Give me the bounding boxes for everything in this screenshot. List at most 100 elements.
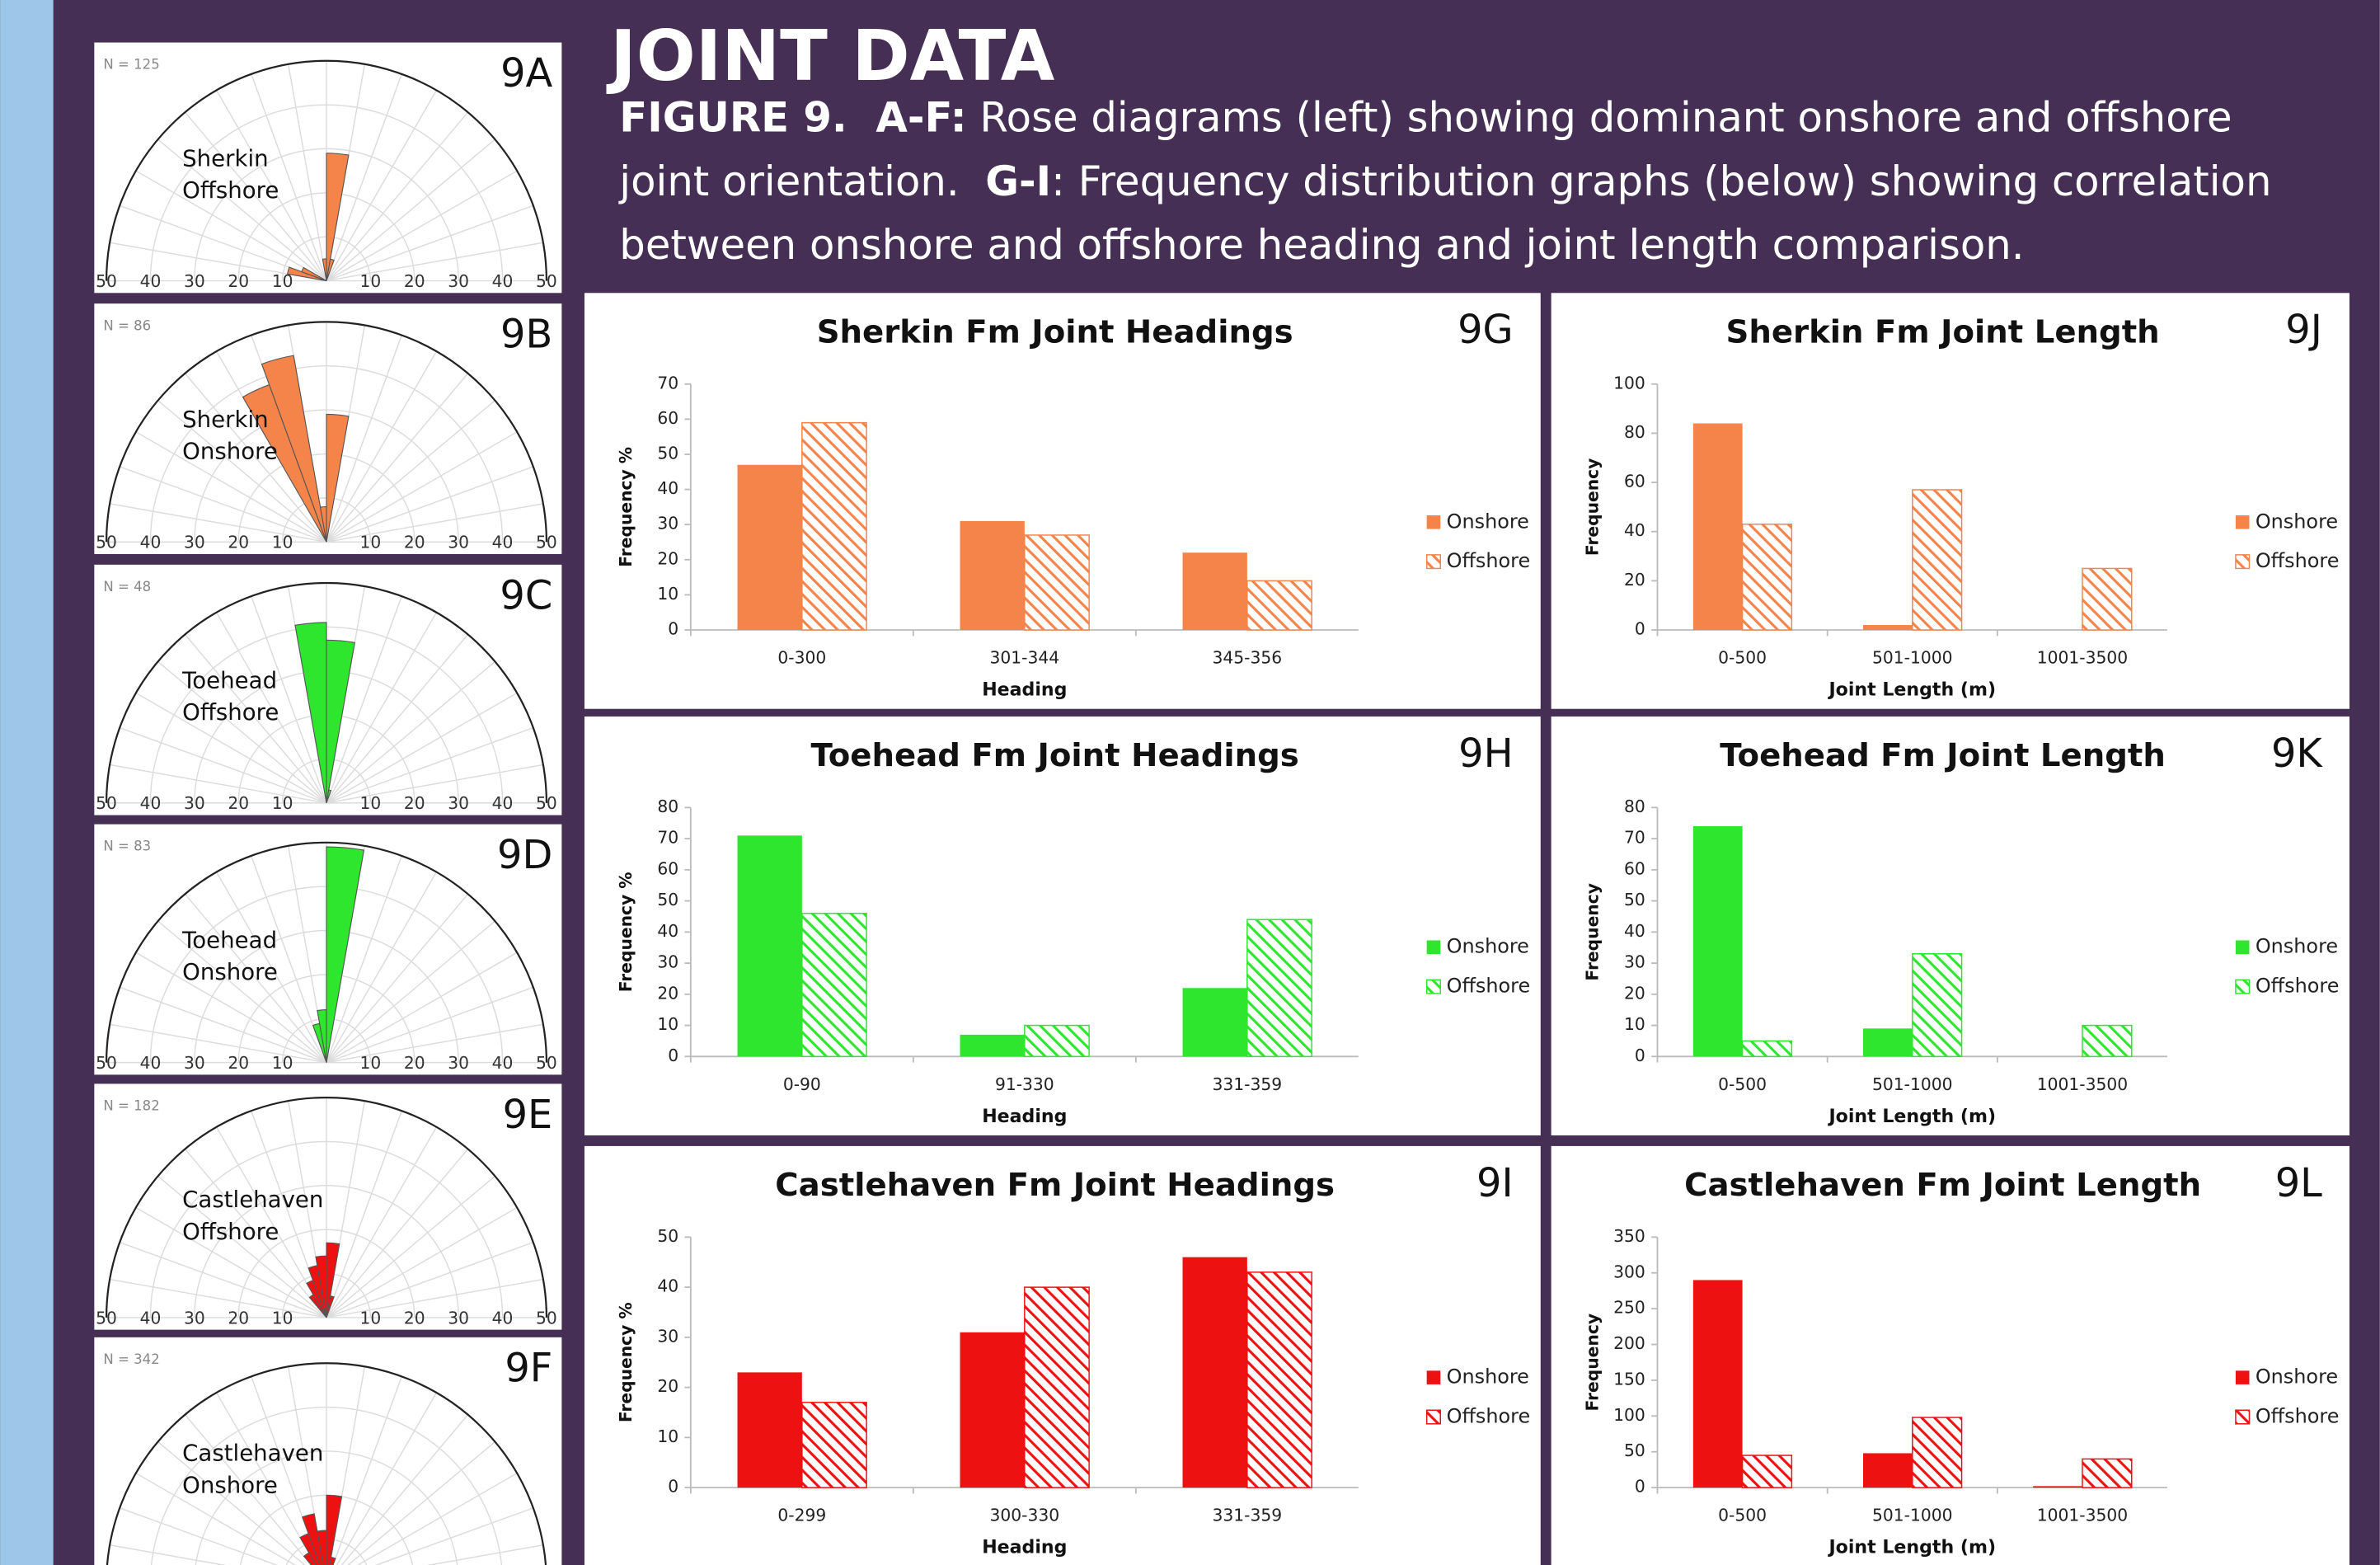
ring-grid <box>105 841 548 1063</box>
x-axis-label: Heading <box>982 679 1067 701</box>
y-tick-label: 30 <box>657 952 678 972</box>
legend-swatch <box>2235 1409 2251 1425</box>
x-tick-label: 91-330 <box>995 1074 1054 1094</box>
radial-grid <box>135 431 327 543</box>
bar <box>1862 1028 1913 1057</box>
caption-run: joint orientation. <box>618 157 985 204</box>
radial-grid <box>326 692 518 804</box>
r-tick-label: 50 <box>96 1308 117 1328</box>
r-tick-label: 30 <box>184 533 205 552</box>
x-tick-label: 0-300 <box>777 647 826 667</box>
y-tick-label: 100 <box>1613 1405 1645 1425</box>
y-tick-label: 20 <box>657 983 678 1003</box>
rose-label: Onshore <box>182 1471 278 1498</box>
petal <box>294 622 327 803</box>
count-label: N = 125 <box>103 57 159 73</box>
radial-grid <box>326 612 438 804</box>
y-tick-label: 30 <box>657 1326 678 1346</box>
r-tick-label: 40 <box>492 793 514 813</box>
rose-panel: 10 10 20 20 30 30 40 40 50 50 N = 86 9B Sherkin Onsho… <box>94 303 562 554</box>
r-tick-label: 10 <box>272 1308 293 1328</box>
x-tick-label: 0-299 <box>777 1506 826 1525</box>
panel-label: 9I <box>1476 1161 1514 1206</box>
legend-label: Offshore <box>1447 549 1531 572</box>
radial-grid <box>135 170 327 282</box>
bar <box>801 912 867 1058</box>
radial-grid <box>110 1544 227 1565</box>
r-tick-label: 40 <box>140 1308 162 1328</box>
panel-label: 9J <box>2285 308 2322 353</box>
rose-label: Toehead <box>181 667 277 694</box>
bar <box>1024 1286 1090 1488</box>
bar <box>1912 953 1963 1058</box>
y-tick-label: 50 <box>1624 1440 1645 1460</box>
panel-label: 9D <box>497 833 552 878</box>
radial-grid <box>326 335 402 543</box>
y-tick-label: 10 <box>1624 1014 1645 1034</box>
bar <box>737 835 802 1057</box>
rose-label: Sherkin <box>182 144 269 172</box>
radial-grid <box>326 373 469 543</box>
panel-label: 9B <box>500 313 552 358</box>
legend-swatch <box>1425 1409 1441 1425</box>
radial-grid <box>326 986 534 1064</box>
x-axis-label: Heading <box>982 1537 1067 1558</box>
r-tick-label: 40 <box>492 533 514 552</box>
x-tick-label: 0-500 <box>1718 1506 1767 1525</box>
radial-grid <box>184 1148 327 1318</box>
rose-panel: 10 10 20 20 30 30 40 40 50 50 N = 48 9C Toehead Offsh… <box>94 564 562 815</box>
y-axis-label: Frequency <box>1583 458 1603 557</box>
r-tick-label: 30 <box>184 1308 205 1328</box>
radial-grid <box>326 503 544 543</box>
bar <box>960 1034 1025 1057</box>
r-tick-label: 40 <box>492 1053 514 1073</box>
radial-grid <box>326 1241 534 1318</box>
caption-run: Rose diagrams (left) showing dominant on… <box>967 93 2232 141</box>
bar <box>737 1372 802 1488</box>
bar <box>1246 919 1312 1058</box>
y-tick-label: 100 <box>1613 373 1645 392</box>
bar-panel: Toehead Fm Joint Headings 9H 0 10 20 30 40 50 60… <box>584 716 1541 1136</box>
r-tick-label: 20 <box>228 533 249 552</box>
r-tick-label: 10 <box>360 1053 382 1073</box>
panel-background <box>1551 1145 2349 1565</box>
radial-grid <box>326 1206 518 1318</box>
y-tick-label: 250 <box>1613 1298 1645 1318</box>
bar <box>1246 1271 1312 1488</box>
chart-title: Sherkin Fm Joint Length <box>1726 314 2160 351</box>
radial-grid <box>326 1175 495 1318</box>
radial-grid <box>184 633 327 804</box>
panel-label: 9L <box>2275 1161 2322 1206</box>
bar <box>960 520 1025 630</box>
petal <box>326 789 332 804</box>
r-tick-label: 10 <box>272 793 293 813</box>
radial-grid <box>326 1148 469 1318</box>
bar <box>1862 1453 1913 1488</box>
radial-grid <box>326 1023 544 1064</box>
r-tick-label: 10 <box>360 271 382 291</box>
radial-grid <box>110 503 327 543</box>
radial-grid <box>184 373 327 543</box>
r-tick-label: 10 <box>272 533 293 552</box>
radial-grid <box>326 660 495 804</box>
bar <box>1024 1024 1090 1058</box>
radial-grid <box>135 952 327 1064</box>
caption: FIGURE 9. A-F: Rose diagrams (left) show… <box>618 93 2271 269</box>
ring-grid <box>194 409 459 543</box>
r-tick-label: 50 <box>96 793 117 813</box>
ring-grid <box>237 1229 415 1318</box>
y-tick-label: 50 <box>657 890 678 909</box>
caption-line: joint orientation. G-I: Frequency distri… <box>618 157 2271 204</box>
y-axis-label: Frequency % <box>616 447 636 567</box>
radial-grid <box>110 1278 327 1318</box>
bar <box>1741 524 1793 631</box>
radial-grid <box>326 633 469 804</box>
legend-label: Offshore <box>1447 975 1531 998</box>
radial-grid <box>110 764 327 804</box>
legend-swatch <box>2235 1370 2250 1384</box>
y-tick-label: 80 <box>1624 422 1645 442</box>
y-tick-label: 350 <box>1613 1226 1645 1246</box>
legend-label: Offshore <box>2256 975 2340 998</box>
caption-run: between onshore and offshore heading and… <box>619 221 2024 269</box>
caption-run: : Frequency distribution graphs (below) … <box>1051 157 2271 204</box>
